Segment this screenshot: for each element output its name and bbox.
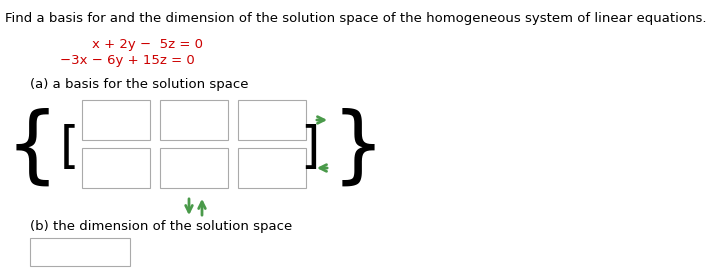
Text: (a) a basis for the solution space: (a) a basis for the solution space xyxy=(30,78,248,91)
Text: Find a basis for and the dimension of the solution space of the homogeneous syst: Find a basis for and the dimension of th… xyxy=(5,12,706,25)
Text: }: } xyxy=(332,108,385,188)
Text: x + 2y −  5z = 0: x + 2y − 5z = 0 xyxy=(75,38,203,51)
Text: [: [ xyxy=(60,124,80,172)
Text: −3x − 6y + 15z = 0: −3x − 6y + 15z = 0 xyxy=(60,54,194,67)
Text: ]: ] xyxy=(300,124,320,172)
FancyBboxPatch shape xyxy=(160,100,228,140)
FancyBboxPatch shape xyxy=(160,148,228,188)
Text: (b) the dimension of the solution space: (b) the dimension of the solution space xyxy=(30,220,292,233)
FancyBboxPatch shape xyxy=(82,100,150,140)
Text: {: { xyxy=(6,108,59,188)
FancyBboxPatch shape xyxy=(238,148,306,188)
FancyBboxPatch shape xyxy=(82,148,150,188)
FancyBboxPatch shape xyxy=(30,238,130,266)
FancyBboxPatch shape xyxy=(238,100,306,140)
